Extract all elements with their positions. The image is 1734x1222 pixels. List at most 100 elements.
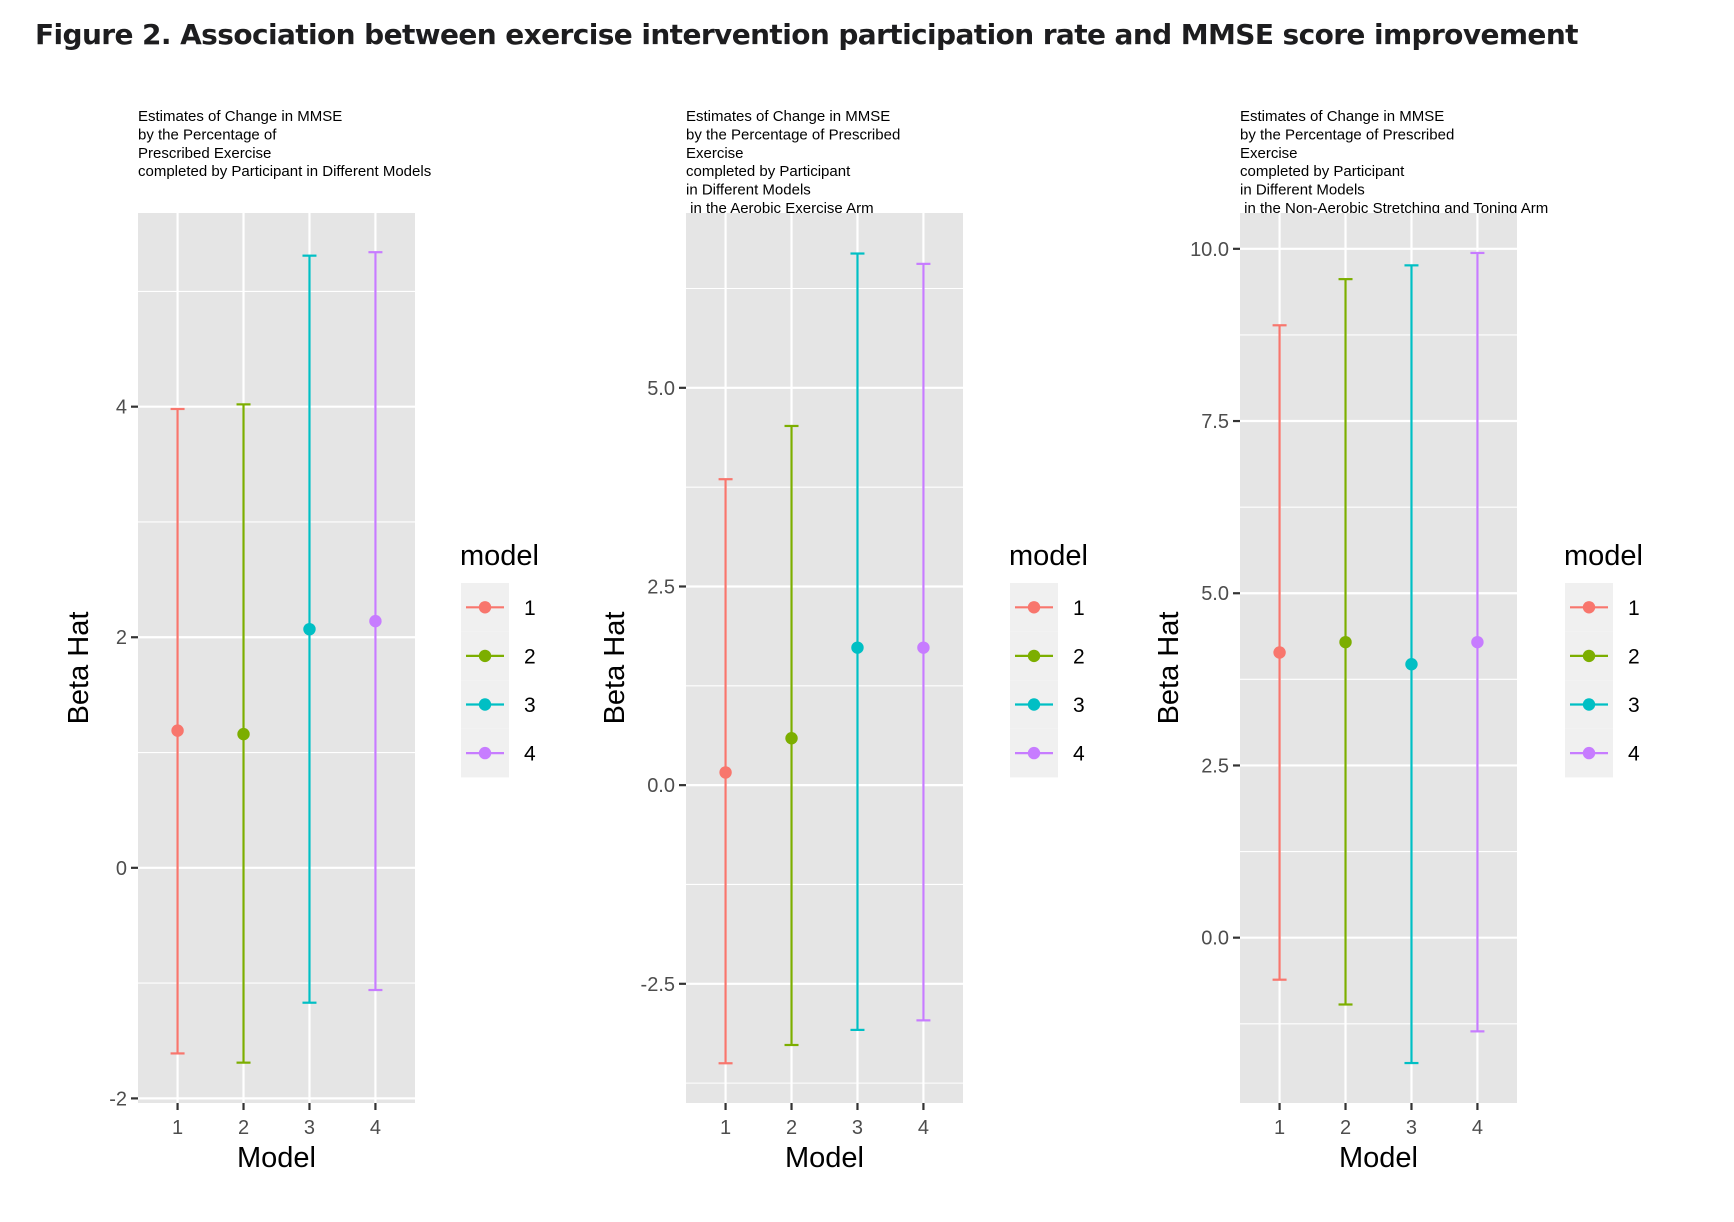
legend: model 1 2 3 4 bbox=[1564, 540, 1643, 778]
chart-subtitle-line: Estimates of Change in MMSE bbox=[1240, 108, 1444, 125]
legend-item-model-2[interactable]: 2 bbox=[1010, 631, 1085, 681]
x-tick-label: 2 bbox=[1340, 1117, 1351, 1139]
y-axis-title: Beta Hat bbox=[1153, 612, 1185, 725]
chart-subtitle-line: in the Non-Aerobic Stretching and Toning… bbox=[1240, 200, 1548, 217]
plot-background bbox=[138, 213, 415, 1103]
x-tick-label: 2 bbox=[786, 1117, 797, 1139]
legend-label: 3 bbox=[1628, 694, 1640, 717]
legend-label: 2 bbox=[524, 645, 536, 668]
legend-point-icon bbox=[478, 601, 492, 614]
legend-item-model-4[interactable]: 4 bbox=[461, 728, 536, 778]
chart-subtitle-line: in the Aerobic Exercise Arm bbox=[686, 200, 874, 217]
chart-subtitle: Estimates of Change in MMSE by the Percen… bbox=[138, 108, 431, 180]
estimate-point-model-4 bbox=[917, 641, 930, 654]
x-tick-label: 4 bbox=[370, 1117, 381, 1139]
legend-label: 4 bbox=[524, 743, 536, 766]
legend-item-model-3[interactable]: 3 bbox=[1010, 680, 1085, 729]
y-tick-label: 2 bbox=[116, 627, 127, 649]
legend-item-model-2[interactable]: 2 bbox=[1565, 631, 1640, 681]
legend-point-icon bbox=[478, 746, 492, 760]
chart-subtitle-line: Prescribed Exercise bbox=[138, 145, 271, 162]
legend-item-model-3[interactable]: 3 bbox=[461, 680, 536, 729]
legend-label: 2 bbox=[1073, 645, 1085, 668]
estimate-point-model-3 bbox=[1405, 657, 1418, 671]
y-tick-label: 0.0 bbox=[1201, 928, 1229, 950]
chart-subtitle-line: Estimates of Change in MMSE bbox=[686, 108, 890, 125]
estimate-point-model-3 bbox=[851, 641, 864, 654]
legend-item-model-2[interactable]: 2 bbox=[461, 631, 536, 681]
x-tick-label: 3 bbox=[852, 1117, 863, 1139]
chart-subtitle: Estimates of Change in MMSE by the Percen… bbox=[1240, 108, 1548, 217]
estimate-point-model-2 bbox=[1339, 635, 1352, 649]
estimate-point-model-2 bbox=[785, 732, 798, 745]
legend-point-icon bbox=[1027, 698, 1041, 711]
x-axis-title: Model bbox=[1339, 1142, 1418, 1174]
y-tick-label: 5.0 bbox=[647, 378, 675, 400]
x-tick-label: 2 bbox=[238, 1117, 249, 1139]
chart-subtitle-line: by the Percentage of bbox=[138, 126, 277, 143]
y-axis-title: Beta Hat bbox=[63, 612, 95, 725]
y-tick-label: 7.5 bbox=[1201, 411, 1229, 433]
legend-label: 1 bbox=[1628, 597, 1640, 620]
y-tick-label: 4 bbox=[116, 397, 127, 419]
estimate-point-model-4 bbox=[1471, 635, 1484, 649]
x-tick-label: 1 bbox=[720, 1117, 731, 1139]
chart-subtitle-line: in Different Models bbox=[1240, 182, 1365, 199]
chart-subtitle-line: Exercise bbox=[1240, 145, 1298, 162]
y-tick-label: -2.5 bbox=[641, 974, 675, 996]
chart-panel-1: Estimates of Change in MMSE by the Percen… bbox=[63, 108, 539, 1174]
legend-item-model-4[interactable]: 4 bbox=[1565, 728, 1640, 778]
legend-point-icon bbox=[1582, 649, 1596, 663]
estimate-point-model-1 bbox=[171, 724, 184, 737]
legend: model 1 2 3 4 bbox=[1009, 540, 1088, 778]
plot-background bbox=[686, 213, 963, 1103]
legend-item-model-3[interactable]: 3 bbox=[1565, 680, 1640, 729]
x-tick-label: 4 bbox=[1472, 1117, 1483, 1139]
legend-title: model bbox=[1564, 540, 1643, 572]
legend-label: 4 bbox=[1073, 743, 1085, 766]
estimate-point-model-4 bbox=[369, 614, 382, 628]
legend-point-icon bbox=[478, 649, 492, 663]
legend: model 1 2 3 4 bbox=[460, 540, 539, 778]
y-tick-label: 2.5 bbox=[1201, 755, 1229, 777]
x-tick-label: 1 bbox=[1274, 1117, 1285, 1139]
estimate-point-model-2 bbox=[237, 727, 250, 741]
y-tick-label: -2 bbox=[109, 1088, 127, 1110]
legend-point-icon bbox=[1582, 698, 1596, 711]
legend-title: model bbox=[1009, 540, 1088, 572]
figure-title: Figure 2. Association between exercise i… bbox=[35, 18, 1579, 51]
legend-point-icon bbox=[1027, 649, 1041, 663]
chart-subtitle-line: completed by Participant bbox=[686, 163, 851, 180]
legend-item-model-4[interactable]: 4 bbox=[1010, 728, 1085, 778]
legend-label: 2 bbox=[1628, 645, 1640, 668]
x-tick-label: 3 bbox=[1406, 1117, 1417, 1139]
estimate-point-model-3 bbox=[303, 622, 316, 636]
legend-point-icon bbox=[478, 698, 492, 711]
chart-subtitle-line: by the Percentage of Prescribed bbox=[1240, 126, 1454, 143]
x-axis-title: Model bbox=[237, 1142, 316, 1174]
legend-label: 1 bbox=[1073, 597, 1085, 620]
chart-subtitle-line: by the Percentage of Prescribed bbox=[686, 126, 900, 143]
x-axis-title: Model bbox=[785, 1142, 864, 1174]
chart-panel-3: Estimates of Change in MMSE by the Percen… bbox=[1153, 108, 1643, 1174]
estimate-point-model-1 bbox=[1273, 646, 1286, 659]
legend-item-model-1[interactable]: 1 bbox=[1010, 583, 1085, 632]
legend-title: model bbox=[460, 540, 539, 572]
legend-item-model-1[interactable]: 1 bbox=[461, 583, 536, 632]
y-tick-label: 0 bbox=[116, 858, 127, 880]
legend-point-icon bbox=[1582, 746, 1596, 760]
x-tick-label: 4 bbox=[918, 1117, 929, 1139]
legend-point-icon bbox=[1027, 601, 1041, 614]
y-tick-label: 5.0 bbox=[1201, 583, 1229, 605]
y-axis-title: Beta Hat bbox=[599, 612, 631, 725]
legend-item-model-1[interactable]: 1 bbox=[1565, 583, 1640, 632]
x-tick-label: 1 bbox=[172, 1117, 183, 1139]
y-tick-label: 0.0 bbox=[647, 775, 675, 797]
legend-label: 3 bbox=[1073, 694, 1085, 717]
estimate-point-model-1 bbox=[719, 766, 732, 779]
legend-point-icon bbox=[1027, 746, 1041, 760]
legend-point-icon bbox=[1582, 601, 1596, 614]
legend-label: 1 bbox=[524, 597, 536, 620]
chart-subtitle-line: in Different Models bbox=[686, 182, 811, 199]
